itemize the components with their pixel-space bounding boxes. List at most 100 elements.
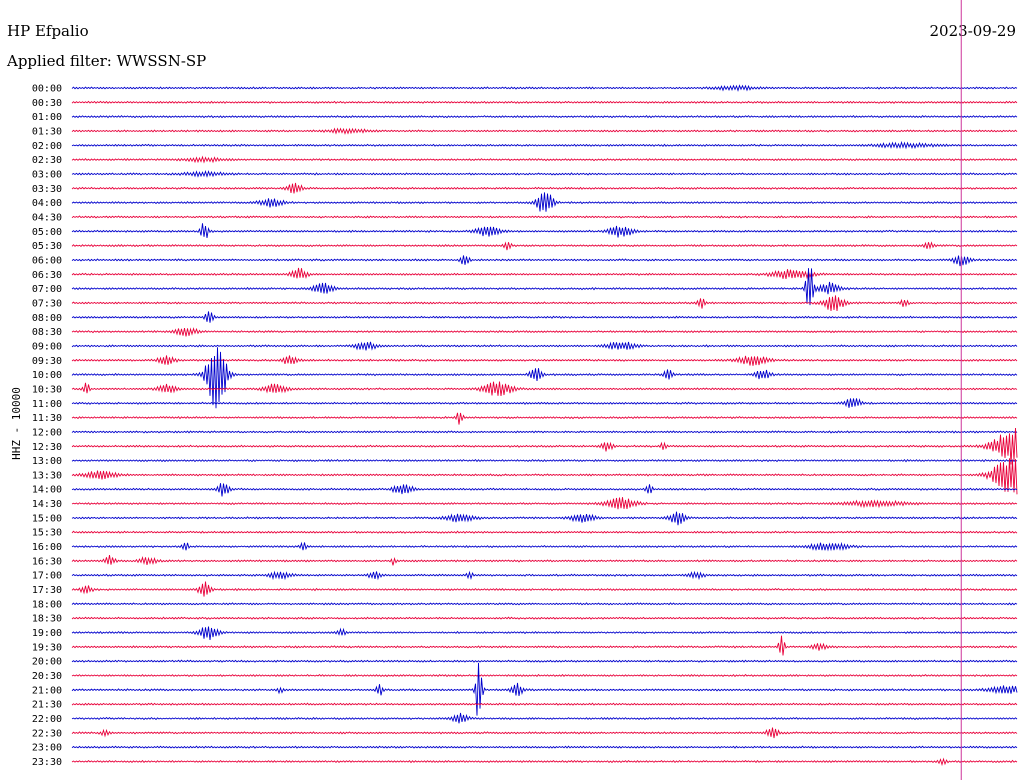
time-tick-label: 01:00 bbox=[32, 112, 62, 123]
trace-line bbox=[71, 702, 1018, 706]
trace-line bbox=[71, 295, 1018, 312]
time-tick-labels: 00:00 00:30 01:00 01:30 02:00 02:30 03:00 03:30… bbox=[32, 84, 62, 769]
trace-line bbox=[71, 602, 1018, 606]
trace-line bbox=[71, 327, 1018, 337]
time-tick-label: 00:30 bbox=[32, 98, 62, 109]
trace-line bbox=[71, 483, 1018, 497]
time-tick-label: 15:00 bbox=[32, 513, 62, 524]
time-tick-label: 13:00 bbox=[32, 456, 62, 467]
trace-line bbox=[71, 555, 1018, 566]
trace-line bbox=[71, 530, 1018, 534]
time-tick-label: 00:00 bbox=[32, 84, 62, 95]
time-tick-label: 03:30 bbox=[32, 184, 62, 195]
trace-line bbox=[71, 311, 1018, 323]
time-tick-label: 21:30 bbox=[32, 700, 62, 711]
time-tick-label: 19:30 bbox=[32, 642, 62, 653]
time-tick-label: 14:30 bbox=[32, 499, 62, 510]
trace-line bbox=[71, 541, 1018, 552]
trace-line bbox=[71, 662, 1018, 716]
trace-line bbox=[71, 635, 1018, 656]
trace-line bbox=[71, 155, 1018, 164]
time-tick-label: 10:30 bbox=[32, 384, 62, 395]
date-label: 2023-09-29 bbox=[929, 22, 1016, 40]
time-tick-label: 19:00 bbox=[32, 628, 62, 639]
trace-line bbox=[71, 223, 1018, 238]
time-tick-label: 05:30 bbox=[32, 241, 62, 252]
trace-line bbox=[71, 570, 1018, 581]
trace-line bbox=[71, 268, 1018, 306]
trace-line bbox=[71, 511, 1018, 526]
time-tick-label: 01:30 bbox=[32, 126, 62, 137]
trace-line bbox=[71, 140, 1018, 150]
trace-line bbox=[71, 581, 1018, 597]
trace-line bbox=[71, 412, 1018, 425]
trace-line bbox=[71, 347, 1018, 409]
time-tick-label: 07:00 bbox=[32, 284, 62, 295]
trace-line bbox=[71, 712, 1018, 724]
trace-line bbox=[71, 192, 1018, 212]
time-tick-label: 21:00 bbox=[32, 685, 62, 696]
trace-line bbox=[71, 355, 1018, 366]
time-tick-label: 23:00 bbox=[32, 743, 62, 754]
trace-line bbox=[71, 616, 1018, 620]
time-tick-label: 15:30 bbox=[32, 528, 62, 539]
time-tick-label: 05:00 bbox=[32, 227, 62, 238]
trace-line bbox=[71, 458, 1018, 495]
trace-line bbox=[71, 673, 1018, 678]
trace-line bbox=[71, 458, 1018, 463]
trace-line bbox=[71, 84, 1018, 92]
time-tick-label: 14:00 bbox=[32, 485, 62, 496]
time-tick-label: 12:00 bbox=[32, 427, 62, 438]
time-tick-label: 11:00 bbox=[32, 399, 62, 410]
trace-line bbox=[71, 341, 1018, 351]
trace-line bbox=[71, 127, 1018, 135]
time-tick-label: 02:30 bbox=[32, 155, 62, 166]
trace-line bbox=[71, 745, 1018, 749]
trace-line bbox=[71, 430, 1018, 434]
trace-line bbox=[71, 182, 1018, 194]
time-tick-label: 20:00 bbox=[32, 657, 62, 668]
time-tick-label: 16:00 bbox=[32, 542, 62, 553]
station-title: HP Efpalio bbox=[7, 22, 89, 40]
time-tick-label: 23:30 bbox=[32, 757, 62, 768]
time-tick-label: 04:30 bbox=[32, 212, 62, 223]
trace-line bbox=[71, 267, 1018, 280]
time-tick-label: 08:30 bbox=[32, 327, 62, 338]
trace-line bbox=[71, 659, 1018, 663]
trace-line bbox=[71, 497, 1018, 510]
time-tick-label: 16:30 bbox=[32, 556, 62, 567]
trace-line bbox=[71, 626, 1018, 640]
trace-line bbox=[71, 115, 1018, 119]
filter-label: Applied filter: WWSSN-SP bbox=[7, 52, 207, 70]
trace-line bbox=[71, 170, 1018, 178]
time-tick-label: 10:00 bbox=[32, 370, 62, 381]
time-tick-label: 22:30 bbox=[32, 728, 62, 739]
trace-line bbox=[71, 241, 1018, 251]
trace-line bbox=[71, 255, 1018, 267]
time-tick-label: 06:00 bbox=[32, 255, 62, 266]
trace-line bbox=[71, 215, 1018, 219]
time-tick-label: 22:00 bbox=[32, 714, 62, 725]
time-tick-label: 08:00 bbox=[32, 313, 62, 324]
time-tick-label: 07:30 bbox=[32, 298, 62, 309]
trace-line bbox=[71, 757, 1018, 767]
time-tick-label: 13:30 bbox=[32, 470, 62, 481]
time-tick-label: 09:00 bbox=[32, 341, 62, 352]
time-tick-label: 03:00 bbox=[32, 169, 62, 180]
time-tick-label: 17:00 bbox=[32, 571, 62, 582]
time-tick-label: 20:30 bbox=[32, 671, 62, 682]
trace-line bbox=[71, 427, 1018, 465]
time-tick-label: 12:30 bbox=[32, 442, 62, 453]
trace-line bbox=[71, 381, 1018, 396]
time-tick-label: 09:30 bbox=[32, 356, 62, 367]
trace-line bbox=[71, 100, 1018, 104]
time-tick-label: 18:30 bbox=[32, 614, 62, 625]
time-tick-label: 18:00 bbox=[32, 599, 62, 610]
time-tick-label: 11:30 bbox=[32, 413, 62, 424]
time-tick-label: 04:00 bbox=[32, 198, 62, 209]
trace-line bbox=[71, 398, 1018, 408]
trace-lines bbox=[71, 84, 1018, 767]
time-tick-label: 02:00 bbox=[32, 141, 62, 152]
trace-line bbox=[71, 727, 1018, 739]
